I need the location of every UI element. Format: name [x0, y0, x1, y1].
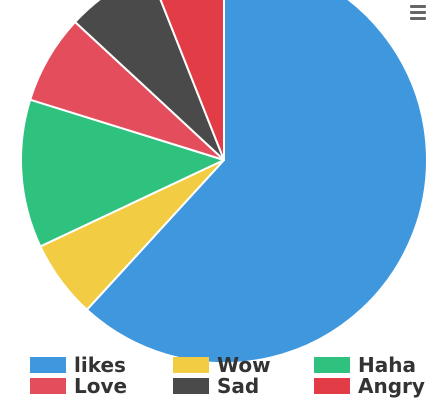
- legend-swatch-haha: [314, 357, 350, 373]
- chart-menu-button[interactable]: [405, 2, 433, 24]
- chart-legend: likes Wow Haha Love Sad Angry: [30, 353, 425, 398]
- legend-item-wow[interactable]: Wow: [173, 353, 271, 377]
- pie-slices: [20, 0, 428, 364]
- legend-item-haha[interactable]: Haha: [314, 353, 416, 377]
- legend-item-angry[interactable]: Angry: [314, 374, 425, 398]
- legend-label-likes: likes: [74, 353, 126, 377]
- pie-slice-angry[interactable]: [149, 0, 225, 161]
- pie-slice-sad[interactable]: [74, 0, 225, 161]
- legend-swatch-love: [30, 378, 66, 394]
- legend-label-sad: Sad: [217, 374, 259, 398]
- legend-item-sad[interactable]: Sad: [173, 374, 259, 398]
- legend-label-love: Love: [74, 374, 127, 398]
- pie-slice-haha[interactable]: [20, 98, 225, 248]
- legend-label-haha: Haha: [358, 353, 416, 377]
- legend-swatch-sad: [173, 378, 209, 394]
- menu-icon-bar-2: [410, 11, 426, 14]
- legend-item-likes[interactable]: likes: [30, 353, 126, 377]
- legend-swatch-angry: [314, 378, 350, 394]
- legend-label-angry: Angry: [358, 374, 425, 398]
- legend-label-wow: Wow: [217, 353, 271, 377]
- menu-icon-bar-3: [410, 17, 426, 20]
- legend-swatch-likes: [30, 357, 66, 373]
- legend-item-love[interactable]: Love: [30, 374, 127, 398]
- legend-swatch-wow: [173, 357, 209, 373]
- menu-icon-bar-1: [410, 5, 426, 8]
